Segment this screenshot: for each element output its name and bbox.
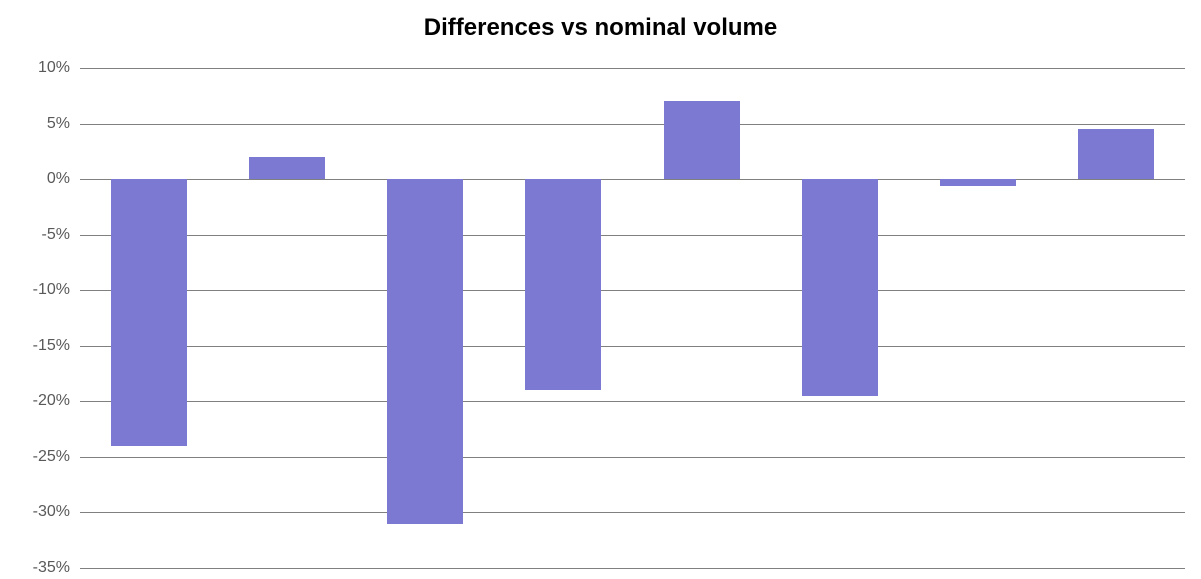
- bar: [664, 101, 740, 179]
- zero-line: [80, 179, 1185, 180]
- bar: [249, 157, 325, 179]
- bar: [387, 179, 463, 523]
- ytick-label: 10%: [38, 59, 80, 77]
- gridline: [80, 401, 1185, 402]
- bar: [111, 179, 187, 446]
- gridline: [80, 124, 1185, 125]
- chart-title: Differences vs nominal volume: [0, 14, 1201, 42]
- gridline: [80, 235, 1185, 236]
- gridline: [80, 512, 1185, 513]
- ytick-label: -20%: [33, 392, 80, 410]
- ytick-label: 0%: [47, 170, 80, 188]
- ytick-label: 5%: [47, 115, 80, 133]
- ytick-label: -15%: [33, 337, 80, 355]
- ytick-label: -30%: [33, 503, 80, 521]
- ytick-label: -25%: [33, 448, 80, 466]
- ytick-label: -5%: [42, 226, 80, 244]
- gridline: [80, 68, 1185, 69]
- bar: [1078, 129, 1154, 179]
- ytick-label: -35%: [33, 559, 80, 577]
- bar: [525, 179, 601, 390]
- bar: [802, 179, 878, 396]
- chart-container: Differences vs nominal volume 10%5%0%-5%…: [0, 0, 1201, 579]
- gridline: [80, 457, 1185, 458]
- ytick-label: -10%: [33, 281, 80, 299]
- plot-area: 10%5%0%-5%-10%-15%-20%-25%-30%-35%: [80, 68, 1185, 568]
- gridline: [80, 568, 1185, 569]
- gridline: [80, 346, 1185, 347]
- gridline: [80, 290, 1185, 291]
- bar: [940, 179, 1016, 186]
